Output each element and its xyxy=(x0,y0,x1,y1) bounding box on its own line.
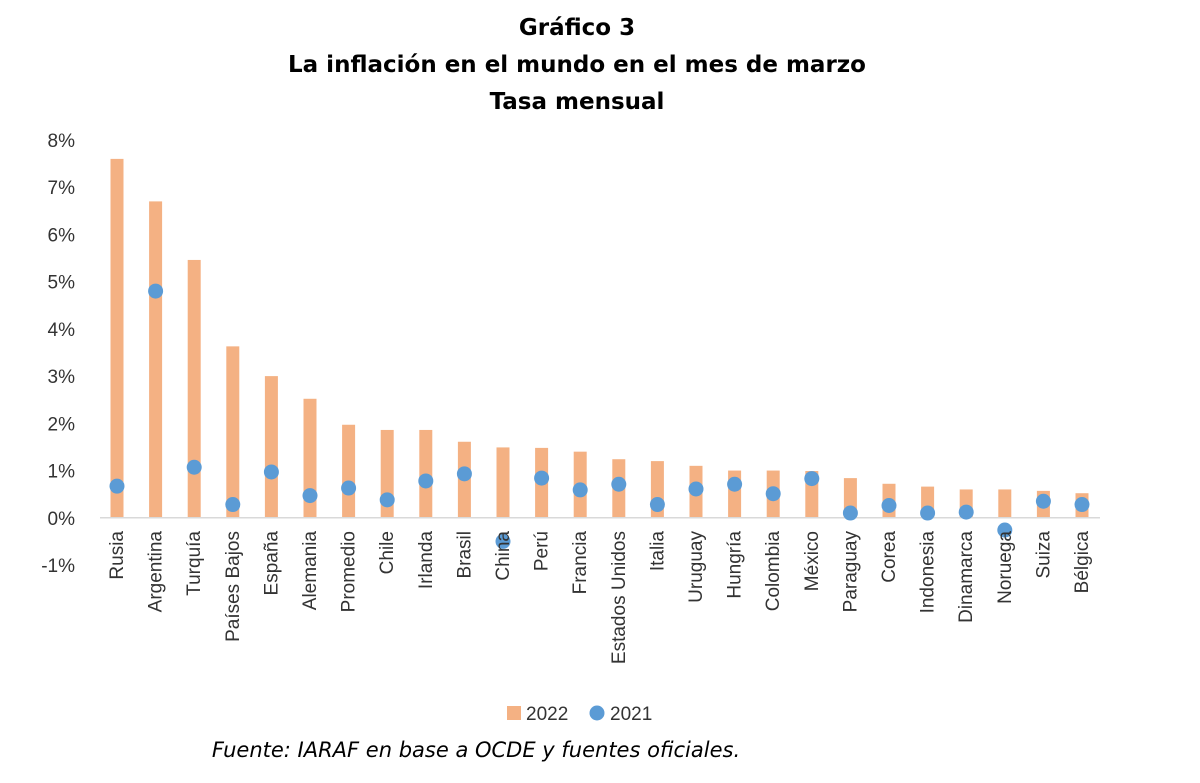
marker-2021-turquia xyxy=(186,459,202,475)
x-tick-label-noruega: Noruega xyxy=(995,531,1016,604)
y-tick-label: 2% xyxy=(48,414,76,435)
marker-2021-argentina xyxy=(148,283,164,299)
marker-2021-peru xyxy=(534,470,550,486)
y-tick-label: 4% xyxy=(48,320,76,341)
y-tick-label: 7% xyxy=(48,178,76,199)
y-tick-label: -1% xyxy=(41,556,75,577)
legend-label-2021: 2021 xyxy=(610,704,652,725)
x-tick-label-alemania: Alemania xyxy=(300,531,321,611)
marker-2021-rusia xyxy=(109,478,125,494)
x-tick-label-belgica: Bélgica xyxy=(1072,531,1093,594)
marker-2021-brasil xyxy=(456,466,472,482)
chart-title-line-3: Tasa mensual xyxy=(490,89,665,115)
marker-2021-suiza xyxy=(1035,493,1051,509)
legend-marker-2021 xyxy=(589,705,605,721)
marker-2021-china xyxy=(495,533,511,549)
x-tick-label-suiza: Suiza xyxy=(1033,531,1054,579)
y-tick-label: 8% xyxy=(48,131,76,152)
y-axis: 8% 7% 6% 5% 4% 3% 2% 1% 0% -1% xyxy=(41,131,75,577)
marker-2021-noruega xyxy=(997,522,1013,538)
markers-2021 xyxy=(109,283,1090,549)
x-tick-label-mexico: México xyxy=(802,531,823,591)
x-tick-label-chile: Chile xyxy=(377,531,398,574)
x-tick-label-uruguay: Uruguay xyxy=(686,531,707,603)
bar-2022-paises-bajos xyxy=(226,346,240,518)
x-tick-label-francia: Francia xyxy=(570,531,591,595)
bars-2022 xyxy=(110,158,1089,518)
marker-2021-hungria xyxy=(727,476,743,492)
x-tick-label-irlanda: Irlanda xyxy=(416,531,437,590)
bar-2022-alemania xyxy=(303,398,317,518)
x-axis-labels: Rusia Argentina Turquía Países Bajos España A… xyxy=(107,531,1093,665)
y-tick-label: 1% xyxy=(48,462,76,483)
marker-2021-espana xyxy=(263,464,279,480)
x-tick-label-indonesia: Indonesia xyxy=(918,531,939,614)
marker-2021-chile xyxy=(379,492,395,508)
x-tick-label-rusia: Rusia xyxy=(107,531,128,580)
marker-2021-mexico xyxy=(804,471,820,487)
marker-2021-paraguay xyxy=(842,505,858,521)
bar-2022-turquia xyxy=(187,259,201,518)
y-tick-label: 3% xyxy=(48,367,76,388)
bar-2022-espana xyxy=(264,376,278,518)
x-tick-label-paraguay: Paraguay xyxy=(840,531,861,613)
x-tick-label-china: China xyxy=(493,531,514,581)
marker-2021-colombia xyxy=(765,486,781,502)
marker-2021-indonesia xyxy=(920,505,936,521)
marker-2021-italia xyxy=(649,497,665,513)
source-note: Fuente: IARAF en base a OCDE y fuentes o… xyxy=(212,738,740,762)
marker-2021-francia xyxy=(572,482,588,498)
x-tick-label-peru: Perú xyxy=(532,531,553,571)
x-tick-label-hungria: Hungría xyxy=(725,531,746,599)
bar-2022-argentina xyxy=(149,201,163,518)
legend-swatch-2022 xyxy=(507,706,521,720)
bar-2022-rusia xyxy=(110,158,124,518)
x-tick-label-dinamarca: Dinamarca xyxy=(956,531,977,623)
x-tick-label-paises-bajos: Países Bajos xyxy=(223,531,244,642)
legend-label-2022: 2022 xyxy=(526,704,568,725)
bar-2022-noruega xyxy=(998,489,1012,518)
marker-2021-estados-unidos xyxy=(611,476,627,492)
bar-2022-promedio xyxy=(342,424,356,518)
marker-2021-paises-bajos xyxy=(225,497,241,513)
y-tick-label: 6% xyxy=(48,225,76,246)
marker-2021-promedio xyxy=(341,480,357,496)
x-tick-label-brasil: Brasil xyxy=(454,531,475,579)
marker-2021-uruguay xyxy=(688,481,704,497)
x-tick-label-turquia: Turquía xyxy=(184,531,205,596)
bar-2022-china xyxy=(496,447,510,518)
marker-2021-dinamarca xyxy=(958,504,974,520)
x-tick-label-estados-unidos: Estados Unidos xyxy=(609,531,630,664)
marker-2021-belgica xyxy=(1074,497,1090,513)
chart-title-line-1: Gráfico 3 xyxy=(519,15,635,41)
marker-2021-corea xyxy=(881,498,897,513)
chart-title-line-2: La inflación en el mundo en el mes de ma… xyxy=(288,52,866,78)
x-tick-label-corea: Corea xyxy=(879,531,900,583)
x-tick-label-colombia: Colombia xyxy=(763,531,784,612)
x-tick-label-espana: España xyxy=(261,531,282,596)
marker-2021-alemania xyxy=(302,488,318,504)
x-tick-label-argentina: Argentina xyxy=(146,531,167,613)
y-tick-label: 5% xyxy=(48,273,76,294)
legend: 2022 2021 xyxy=(507,704,652,725)
x-tick-label-promedio: Promedio xyxy=(339,531,360,612)
marker-2021-irlanda xyxy=(418,473,434,489)
y-tick-label: 0% xyxy=(48,509,76,530)
x-tick-label-italia: Italia xyxy=(647,531,668,572)
